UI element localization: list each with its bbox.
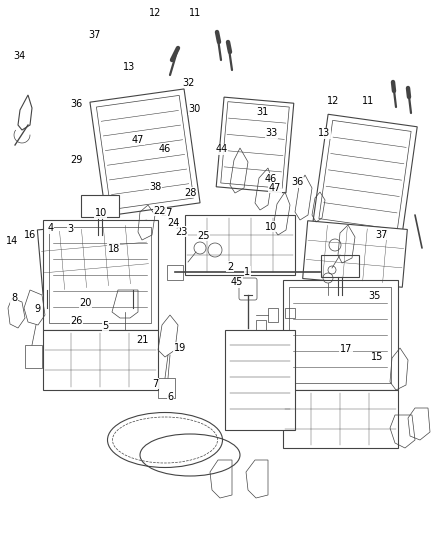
Text: 34: 34 — [14, 51, 26, 61]
Text: 11: 11 — [362, 96, 374, 106]
Text: 8: 8 — [11, 294, 17, 303]
Polygon shape — [90, 89, 200, 216]
Text: 47: 47 — [132, 135, 144, 144]
Text: 26: 26 — [71, 316, 83, 326]
Polygon shape — [42, 330, 158, 390]
Polygon shape — [312, 265, 328, 280]
Text: 4: 4 — [47, 223, 53, 233]
Text: 33: 33 — [265, 128, 278, 138]
Text: 13: 13 — [318, 128, 330, 138]
Polygon shape — [185, 215, 295, 275]
Polygon shape — [42, 220, 158, 330]
Text: 37: 37 — [375, 230, 387, 239]
Text: 25: 25 — [198, 231, 210, 240]
Polygon shape — [313, 114, 417, 236]
Text: 16: 16 — [24, 230, 36, 239]
Text: 28: 28 — [184, 188, 197, 198]
Text: 32: 32 — [182, 78, 194, 87]
Text: 5: 5 — [102, 321, 108, 331]
Text: 2: 2 — [227, 262, 233, 271]
Text: 36: 36 — [292, 177, 304, 187]
Text: 15: 15 — [371, 352, 383, 362]
Text: 47: 47 — [269, 183, 281, 192]
Text: 10: 10 — [95, 208, 107, 218]
Text: 3: 3 — [67, 224, 73, 234]
Text: 30: 30 — [189, 104, 201, 114]
Text: 38: 38 — [149, 182, 162, 191]
Text: 21: 21 — [136, 335, 148, 345]
Text: 46: 46 — [158, 144, 170, 154]
Polygon shape — [303, 221, 407, 287]
Polygon shape — [225, 330, 295, 430]
Text: 44: 44 — [215, 144, 227, 154]
Polygon shape — [37, 220, 152, 295]
Text: 45: 45 — [230, 278, 243, 287]
FancyBboxPatch shape — [239, 278, 257, 300]
Text: 12: 12 — [149, 9, 162, 18]
Text: 46: 46 — [265, 174, 277, 183]
Polygon shape — [283, 390, 398, 448]
Text: 31: 31 — [257, 107, 269, 117]
Polygon shape — [321, 255, 359, 277]
Text: 37: 37 — [88, 30, 100, 39]
Polygon shape — [283, 280, 398, 390]
Text: 10: 10 — [265, 222, 278, 231]
Text: 27: 27 — [160, 208, 173, 218]
Text: 14: 14 — [6, 236, 18, 246]
Text: 20: 20 — [79, 298, 92, 308]
Text: 19: 19 — [173, 343, 186, 352]
Text: 35: 35 — [368, 291, 381, 301]
Text: 17: 17 — [340, 344, 352, 354]
Polygon shape — [167, 265, 183, 280]
Text: 9: 9 — [34, 304, 40, 314]
Text: 24: 24 — [167, 218, 179, 228]
Text: 1: 1 — [244, 267, 251, 277]
Text: 11: 11 — [189, 9, 201, 18]
Text: 13: 13 — [123, 62, 135, 71]
Text: 6: 6 — [168, 392, 174, 402]
Text: 36: 36 — [71, 99, 83, 109]
Text: 12: 12 — [327, 96, 339, 106]
Text: 29: 29 — [71, 155, 83, 165]
Text: 23: 23 — [176, 227, 188, 237]
Text: 18: 18 — [108, 244, 120, 254]
Polygon shape — [81, 195, 119, 217]
Polygon shape — [216, 97, 294, 193]
Text: 22: 22 — [154, 206, 166, 215]
Text: 7: 7 — [152, 379, 159, 389]
